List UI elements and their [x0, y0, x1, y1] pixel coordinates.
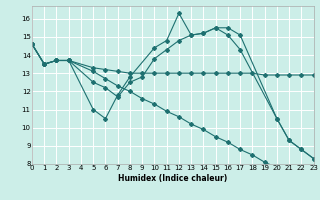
X-axis label: Humidex (Indice chaleur): Humidex (Indice chaleur)	[118, 174, 228, 183]
